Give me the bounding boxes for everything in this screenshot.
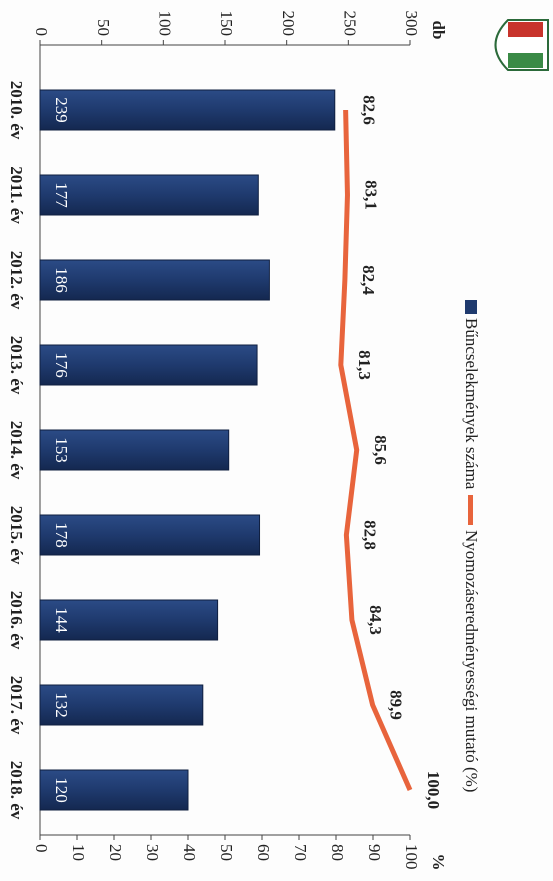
x-tick-label: 2012. év [7, 251, 26, 310]
legend-label: Bűncselekmények száma [462, 318, 481, 490]
bar [39, 429, 230, 471]
line-value-label: 100,0 [424, 771, 443, 809]
line-value-label: 85,6 [371, 435, 390, 465]
bar-value-label: 120 [52, 777, 71, 803]
line-value-label: 89,9 [387, 690, 406, 720]
bar-value-label: 239 [52, 97, 71, 123]
y-tick-label: 300 [402, 11, 421, 37]
line-value-label: 83,1 [362, 180, 381, 210]
y-tick-label: 150 [217, 11, 236, 37]
bar [39, 684, 204, 726]
line-value-label: 82,4 [359, 265, 378, 295]
y2-axis-label: % [429, 854, 448, 871]
y2-tick-label: 40 [180, 844, 199, 861]
x-tick-label: 2018. év [7, 761, 26, 820]
x-tick-label: 2013. év [7, 336, 26, 395]
y2-tick-label: 30 [143, 844, 162, 861]
bar [39, 599, 219, 641]
y2-tick-label: 70 [291, 844, 310, 861]
bar [39, 174, 259, 216]
bar-value-label: 132 [52, 692, 71, 718]
y2-tick-label: 90 [365, 844, 384, 861]
bar-value-label: 177 [52, 182, 71, 208]
y2-tick-label: 80 [328, 844, 347, 861]
x-tick-label: 2016. év [7, 591, 26, 650]
y-axis-label: db [429, 21, 448, 40]
line-value-label: 84,3 [366, 605, 385, 635]
x-tick-label: 2011. év [7, 166, 26, 224]
bar-value-label: 178 [52, 522, 71, 548]
x-tick-label: 2010. év [7, 81, 26, 140]
bar [39, 259, 270, 301]
bar-value-label: 153 [52, 437, 71, 463]
y2-tick-label: 0 [32, 844, 51, 853]
line [338, 109, 413, 792]
y-tick-label: 50 [94, 19, 113, 36]
x-tick-label: 2017. év [7, 676, 26, 735]
bar [39, 769, 189, 811]
bar [39, 89, 336, 131]
x-tick-label: 2014. év [7, 421, 26, 480]
logo [494, 19, 549, 71]
x-tick-label: 2015. év [7, 506, 26, 565]
legend-swatch [465, 300, 477, 314]
legend-swatch [468, 495, 473, 525]
bar-value-label: 144 [52, 607, 71, 633]
y-tick-label: 0 [32, 28, 51, 37]
y2-tick-label: 50 [217, 844, 236, 861]
line-value-label: 81,3 [355, 350, 374, 380]
bar [39, 514, 261, 556]
y2-tick-label: 20 [106, 844, 125, 861]
bar-value-label: 186 [52, 267, 71, 293]
legend-label: Nyomozáseredményességi mutató (%) [462, 530, 481, 792]
y-tick-label: 100 [155, 11, 174, 37]
y2-tick-label: 100 [402, 844, 421, 870]
bar-value-label: 176 [52, 352, 71, 378]
line-value-label: 82,6 [360, 95, 379, 125]
y-tick-label: 200 [279, 11, 298, 37]
y2-tick-label: 10 [69, 844, 88, 861]
y2-tick-label: 60 [254, 844, 273, 861]
y-tick-label: 250 [340, 11, 359, 37]
line-value-label: 82,8 [360, 520, 379, 550]
bar [39, 344, 258, 386]
